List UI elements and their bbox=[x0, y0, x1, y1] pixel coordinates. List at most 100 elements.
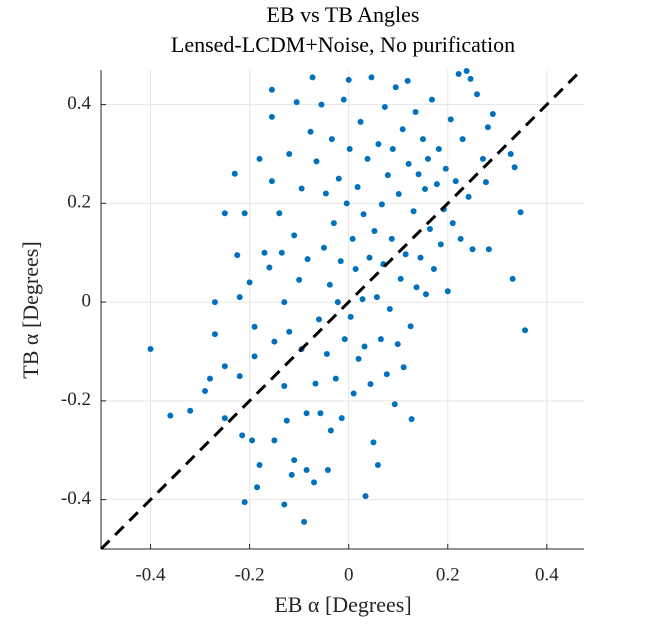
point bbox=[256, 155, 263, 162]
point bbox=[435, 146, 442, 153]
point bbox=[337, 258, 344, 265]
point bbox=[426, 226, 433, 233]
point bbox=[281, 383, 288, 390]
point bbox=[354, 184, 361, 191]
point bbox=[261, 249, 268, 256]
point bbox=[309, 74, 316, 81]
y-tick-label: -0.4 bbox=[61, 488, 92, 509]
point bbox=[296, 276, 303, 283]
point bbox=[357, 118, 364, 125]
point bbox=[349, 235, 356, 242]
point bbox=[343, 200, 350, 207]
point bbox=[459, 136, 466, 143]
point bbox=[479, 155, 486, 162]
point bbox=[378, 201, 385, 208]
diagonal-line bbox=[99, 68, 583, 551]
point bbox=[271, 437, 278, 444]
point bbox=[281, 299, 288, 306]
point bbox=[392, 84, 399, 91]
point bbox=[340, 96, 347, 103]
point bbox=[383, 371, 390, 378]
x-tick-label: -0.2 bbox=[235, 564, 265, 585]
point bbox=[241, 499, 248, 506]
point bbox=[507, 150, 514, 157]
point bbox=[394, 341, 401, 348]
point bbox=[236, 373, 243, 380]
point bbox=[386, 306, 393, 313]
point bbox=[268, 113, 275, 120]
point bbox=[424, 155, 431, 162]
point bbox=[303, 410, 310, 417]
point bbox=[430, 266, 437, 273]
point bbox=[384, 172, 391, 179]
point bbox=[341, 336, 348, 343]
point bbox=[377, 336, 384, 343]
point bbox=[449, 220, 456, 227]
point bbox=[286, 328, 293, 335]
point bbox=[355, 355, 362, 362]
point bbox=[473, 91, 480, 98]
point bbox=[307, 128, 314, 135]
point bbox=[236, 294, 243, 301]
point bbox=[404, 77, 411, 84]
point bbox=[410, 208, 417, 215]
point bbox=[511, 164, 518, 171]
point bbox=[399, 126, 406, 133]
point bbox=[291, 232, 298, 239]
point bbox=[327, 427, 334, 434]
chart-title: EB vs TB Angles bbox=[266, 2, 419, 27]
point bbox=[447, 116, 454, 123]
point bbox=[467, 75, 474, 82]
point bbox=[420, 136, 426, 143]
point bbox=[402, 251, 409, 258]
point bbox=[395, 190, 402, 197]
point bbox=[345, 76, 352, 83]
point bbox=[241, 210, 248, 217]
point bbox=[147, 346, 154, 353]
x-tick-label: 0.4 bbox=[535, 564, 559, 585]
point bbox=[412, 108, 419, 115]
point bbox=[283, 417, 290, 424]
point bbox=[202, 387, 209, 394]
point bbox=[301, 518, 308, 525]
point bbox=[268, 86, 275, 93]
x-axis-label: EB α [Degrees] bbox=[274, 592, 411, 617]
point bbox=[254, 484, 261, 491]
point bbox=[328, 136, 335, 143]
y-tick-label: 0.2 bbox=[67, 192, 91, 213]
point bbox=[361, 343, 368, 350]
point bbox=[211, 299, 218, 306]
point bbox=[239, 432, 246, 439]
point bbox=[509, 275, 516, 282]
point bbox=[415, 171, 422, 178]
point bbox=[251, 353, 258, 360]
point bbox=[304, 256, 311, 263]
point bbox=[347, 313, 354, 320]
point bbox=[389, 146, 396, 153]
point bbox=[381, 104, 388, 111]
point bbox=[352, 266, 359, 273]
point bbox=[407, 323, 414, 330]
point bbox=[408, 416, 415, 423]
point bbox=[367, 381, 374, 388]
point bbox=[332, 375, 339, 382]
point bbox=[388, 235, 395, 242]
point bbox=[397, 275, 404, 282]
point bbox=[326, 281, 333, 288]
point bbox=[417, 254, 424, 261]
point bbox=[251, 323, 258, 330]
point bbox=[465, 193, 472, 200]
point bbox=[286, 150, 293, 157]
point bbox=[370, 439, 377, 446]
point bbox=[312, 380, 319, 387]
point bbox=[405, 160, 412, 167]
point bbox=[489, 110, 496, 117]
point bbox=[231, 170, 238, 177]
x-tick-label: -0.4 bbox=[135, 564, 166, 585]
point bbox=[303, 466, 310, 473]
point bbox=[364, 155, 371, 162]
point bbox=[359, 296, 366, 303]
y-tick-label: 0.4 bbox=[67, 93, 91, 114]
x-tick-label: 0.2 bbox=[436, 564, 460, 585]
